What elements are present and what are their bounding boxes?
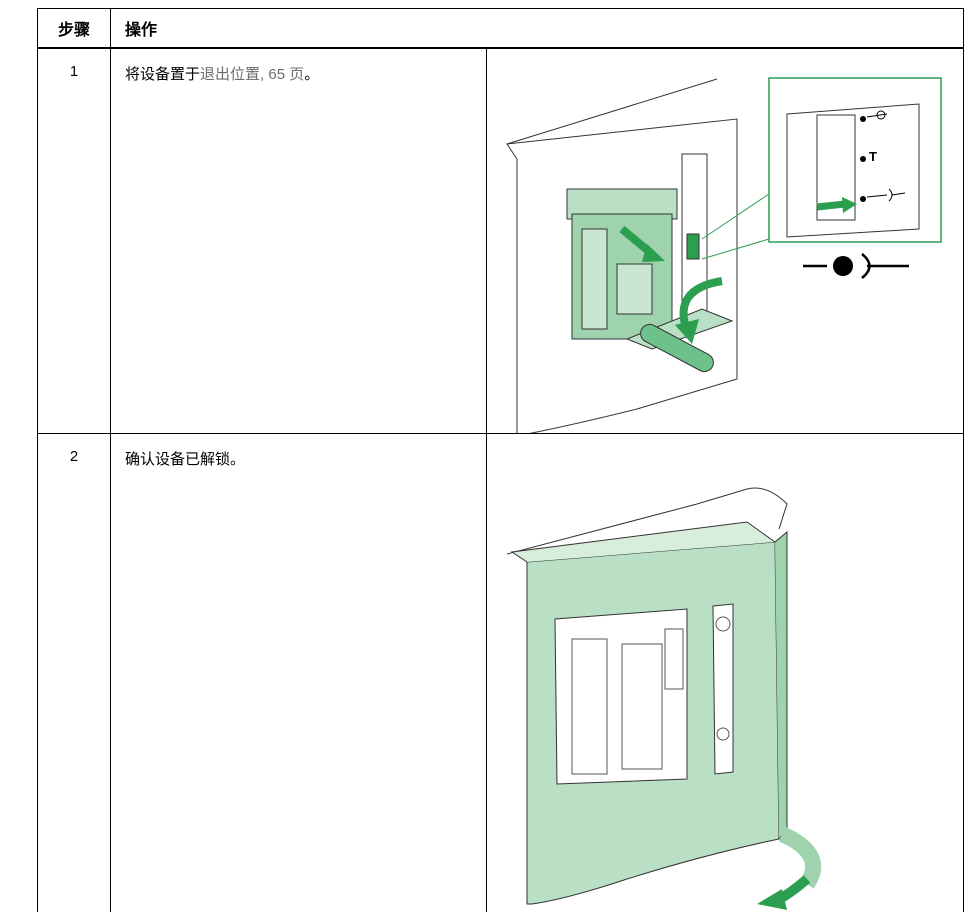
text: 将设备置于 bbox=[125, 66, 201, 83]
link[interactable]: 退出位置, 65 页 bbox=[200, 66, 305, 83]
figure-cell bbox=[485, 433, 965, 912]
symbol bbox=[860, 156, 866, 162]
figure-label: T bbox=[869, 149, 877, 164]
symbol bbox=[876, 110, 886, 120]
handle-grip bbox=[640, 323, 714, 373]
header-cell: 操作 bbox=[109, 8, 965, 49]
device-part bbox=[664, 628, 684, 690]
header-cell: 步骤 bbox=[37, 8, 111, 49]
row: 1 将设备置于退出位置, 65 页。 T bbox=[37, 47, 965, 434]
zoom-line bbox=[701, 193, 770, 260]
header-row: 步骤 操作 bbox=[37, 8, 965, 49]
text: 。 bbox=[304, 66, 320, 83]
arrow-head bbox=[642, 244, 665, 262]
indicator bbox=[686, 233, 700, 260]
figure: T bbox=[506, 77, 942, 433]
arrow-head bbox=[842, 197, 857, 213]
device-part bbox=[581, 228, 608, 330]
device-part bbox=[621, 643, 663, 770]
device-part bbox=[571, 638, 608, 775]
text-cell: 确认设备已解锁。 bbox=[110, 433, 487, 912]
step-cell: 2 bbox=[37, 433, 111, 912]
rail bbox=[712, 603, 734, 775]
figure-cell: T bbox=[485, 47, 965, 434]
row: 2 确认设备已解锁。 bbox=[37, 433, 965, 912]
arrow bbox=[816, 200, 846, 211]
door-top bbox=[510, 521, 776, 563]
text: 确认设备已解锁。 bbox=[125, 451, 246, 468]
text-cell: 将设备置于退出位置, 65 页。 bbox=[110, 47, 487, 434]
edge bbox=[506, 78, 718, 145]
arrow bbox=[778, 826, 822, 889]
symbol bbox=[833, 256, 853, 276]
wall-edge bbox=[506, 487, 788, 555]
symbol bbox=[866, 188, 906, 202]
arrow-head bbox=[675, 319, 699, 344]
step-cell: 1 bbox=[37, 47, 111, 434]
symbol bbox=[803, 253, 909, 279]
figure bbox=[506, 487, 822, 910]
procedure-table: 步骤 操作 1 将设备置于退出位置, 65 页。 T 2 确认设备已解锁。 bbox=[37, 8, 965, 912]
arrow-head bbox=[757, 889, 787, 910]
device-part bbox=[616, 263, 653, 315]
